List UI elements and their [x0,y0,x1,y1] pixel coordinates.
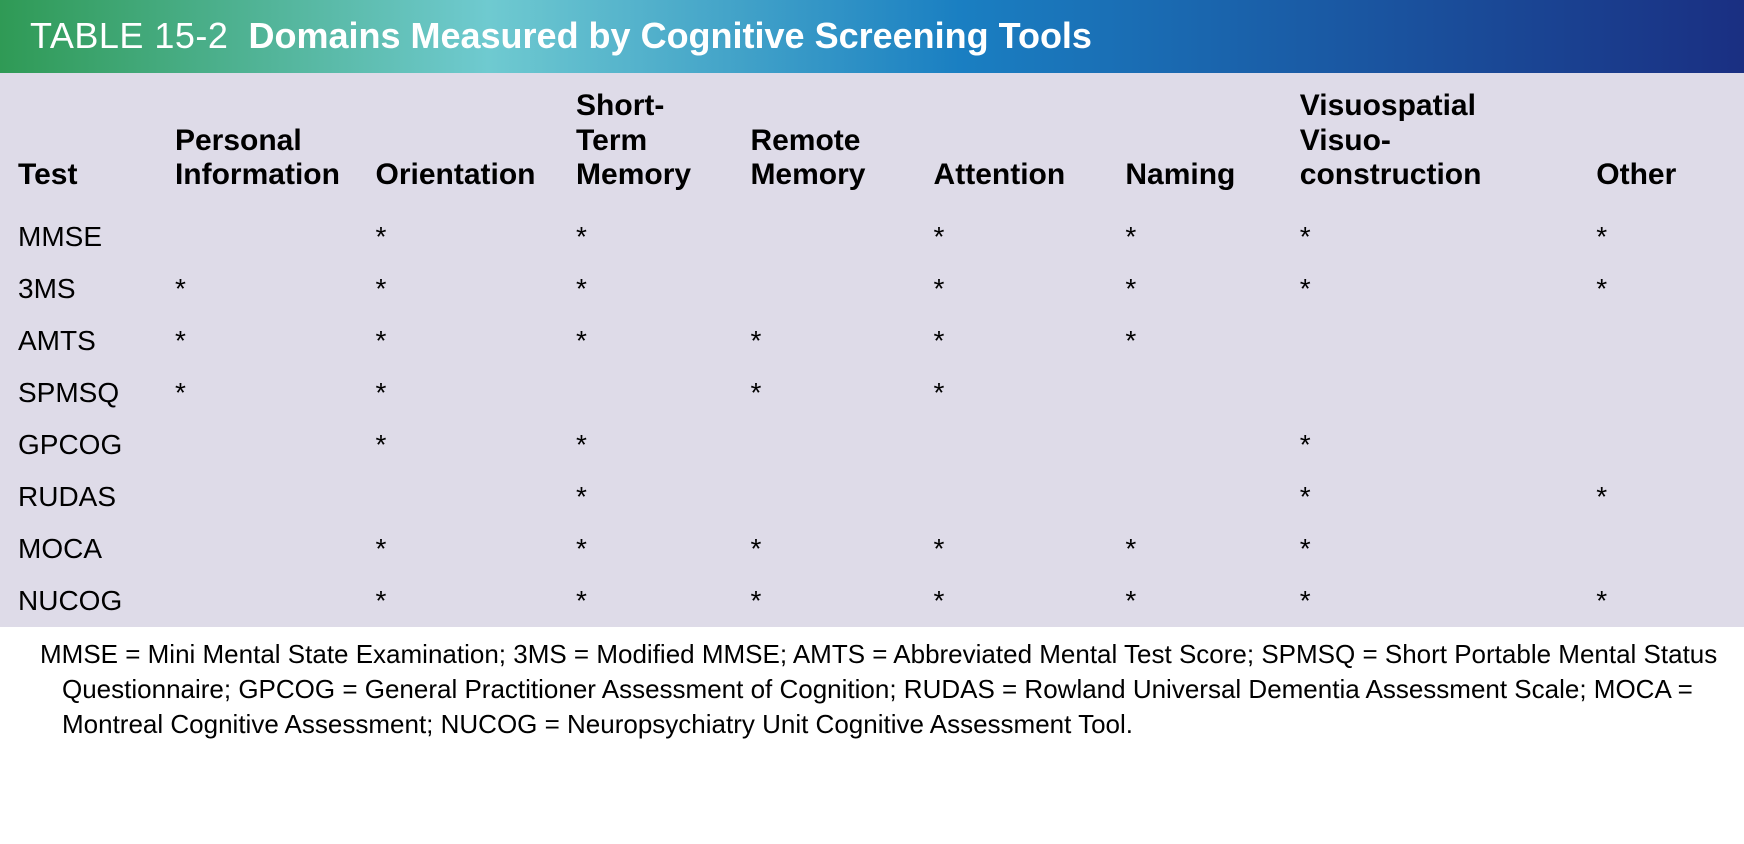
domain-mark: * [358,575,559,627]
domain-mark: * [157,367,358,419]
domain-mark [1107,367,1281,419]
table-title: Domains Measured by Cognitive Screening … [248,15,1092,56]
domain-mark: * [732,575,915,627]
table-row: RUDAS*** [0,471,1744,523]
domains-table: TestPersonalInformationOrientationShort-… [0,73,1744,627]
table-row: 3MS******* [0,263,1744,315]
domain-mark: * [358,367,559,419]
domain-mark: * [1578,471,1744,523]
domain-mark: * [916,523,1108,575]
column-header: VisuospatialVisuo-construction [1282,73,1578,211]
domain-mark: * [1107,523,1281,575]
domain-mark [1578,367,1744,419]
row-label: AMTS [0,315,157,367]
column-header: Orientation [358,73,559,211]
domain-mark: * [358,263,559,315]
row-label: NUCOG [0,575,157,627]
domain-mark [157,575,358,627]
domain-mark: * [916,211,1108,263]
column-header: Attention [916,73,1108,211]
domain-mark [1107,419,1281,471]
domain-mark: * [1282,575,1578,627]
domain-mark: * [558,471,732,523]
table-row: MMSE****** [0,211,1744,263]
domain-mark: * [916,575,1108,627]
domain-mark: * [358,523,559,575]
domain-mark: * [916,315,1108,367]
table-row: AMTS****** [0,315,1744,367]
domain-mark: * [1578,211,1744,263]
table-header-row: TestPersonalInformationOrientationShort-… [0,73,1744,211]
column-header: Other [1578,73,1744,211]
domain-mark [1282,315,1578,367]
domain-mark: * [558,419,732,471]
domain-mark: * [916,263,1108,315]
domain-mark: * [358,419,559,471]
domain-mark: * [558,211,732,263]
row-label: SPMSQ [0,367,157,419]
row-label: MMSE [0,211,157,263]
domain-mark: * [1107,263,1281,315]
column-header: Short-TermMemory [558,73,732,211]
domain-mark: * [1282,471,1578,523]
row-label: GPCOG [0,419,157,471]
table-row: NUCOG******* [0,575,1744,627]
domain-mark: * [1578,575,1744,627]
column-header: PersonalInformation [157,73,358,211]
row-label: MOCA [0,523,157,575]
row-label: 3MS [0,263,157,315]
domain-mark [157,419,358,471]
domain-mark [1578,419,1744,471]
domain-mark: * [1578,263,1744,315]
table-footnote: MMSE = Mini Mental State Examination; 3M… [42,627,1744,760]
domain-mark: * [157,263,358,315]
domain-mark: * [1107,575,1281,627]
column-header: Naming [1107,73,1281,211]
domain-mark [916,419,1108,471]
domain-mark [157,523,358,575]
domain-mark [1107,471,1281,523]
domain-mark [358,471,559,523]
domain-mark: * [1282,419,1578,471]
domain-mark [916,471,1108,523]
domain-mark: * [558,523,732,575]
domain-mark: * [157,315,358,367]
domain-mark: * [558,263,732,315]
row-label: RUDAS [0,471,157,523]
domain-mark: * [558,575,732,627]
domain-mark: * [358,315,559,367]
domain-mark [1578,523,1744,575]
domain-mark [732,419,915,471]
domain-mark: * [1107,211,1281,263]
domain-mark [732,211,915,263]
domain-mark: * [732,315,915,367]
domain-mark: * [1282,211,1578,263]
domain-mark [1578,315,1744,367]
domain-mark: * [1282,263,1578,315]
domain-mark: * [1282,523,1578,575]
column-header: RemoteMemory [732,73,915,211]
column-header: Test [0,73,157,211]
domain-mark [732,471,915,523]
domain-mark [732,263,915,315]
table-title-bar: TABLE 15-2 Domains Measured by Cognitive… [0,0,1744,73]
table-row: MOCA****** [0,523,1744,575]
domain-mark: * [1107,315,1281,367]
domain-mark: * [732,367,915,419]
domain-mark [558,367,732,419]
domain-mark [157,471,358,523]
domain-mark: * [916,367,1108,419]
domain-mark [1282,367,1578,419]
table-number: TABLE 15-2 [30,15,228,56]
domain-mark: * [558,315,732,367]
domain-mark: * [358,211,559,263]
table-row: SPMSQ**** [0,367,1744,419]
domain-mark [157,211,358,263]
domain-mark: * [732,523,915,575]
table-row: GPCOG*** [0,419,1744,471]
table-figure: TABLE 15-2 Domains Measured by Cognitive… [0,0,1744,760]
